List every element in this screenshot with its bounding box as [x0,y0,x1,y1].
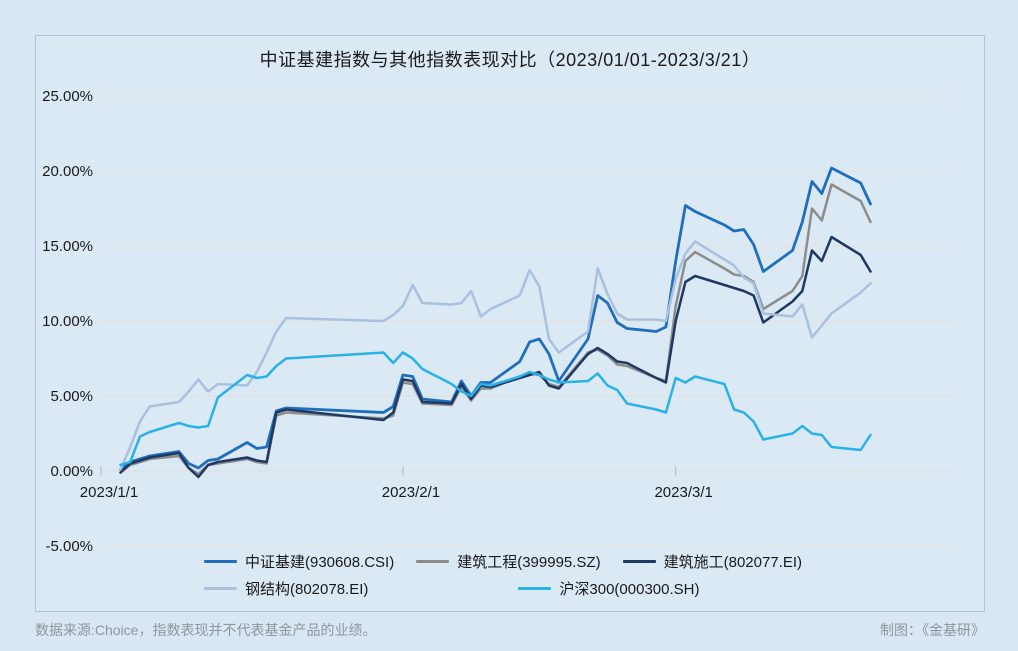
footer: 数据来源:Choice，指数表现并不代表基金产品的业绩。 制图：《金基研》 [35,620,985,640]
legend-item: 中证基建(930608.CSI) [204,551,394,572]
legend-row: 中证基建(930608.CSI) 建筑工程(399995.SZ) 建筑施工(8020… [204,548,964,575]
legend-swatch [416,560,450,563]
legend-swatch [518,587,552,590]
y-tick-label: 25.00% [42,88,93,105]
credit-note: 制图：《金基研》 [880,622,985,638]
legend: 中证基建(930608.CSI) 建筑工程(399995.SZ) 建筑施工(8020… [204,548,964,602]
x-tick-label: 2023/3/1 [654,484,712,501]
legend-item: 钢结构(802078.EI) [204,578,368,599]
x-tick-label: 2023/1/1 [80,484,138,501]
y-tick-label: 15.00% [42,238,93,255]
legend-label: 建筑工程(399995.SZ) [457,554,601,571]
series-line-0 [119,166,872,471]
y-tick-label: -5.00% [45,538,93,555]
legend-label: 钢结构(802078.EI) [245,581,369,598]
legend-swatch [204,587,237,590]
legend-label: 中证基建(930608.CSI) [245,554,395,571]
chart-panel: 中证基建指数与其他指数表现对比（2023/01/01-2023/3/21） 25… [35,35,985,612]
legend-item: 沪深300(000300.SH) [518,578,699,599]
legend-swatch [622,560,656,563]
chart-title: 中证基建指数与其他指数表现对比（2023/01/01-2023/3/21） [259,50,761,70]
series-line-4 [119,351,872,467]
data-source-note: 数据来源:Choice，指数表现并不代表基金产品的业绩。 [35,622,377,638]
legend-swatch [204,560,237,563]
y-tick-label: 10.00% [42,313,93,330]
legend-item: 建筑工程(399995.SZ) [416,551,601,572]
line-chart: 25.00% 20.00% 15.00% 10.00% 5.00% 0.00% -5.00%… [42,88,952,555]
series-line-2 [119,235,872,479]
legend-item: 建筑施工(802077.EI) [622,551,802,572]
series-line-3 [119,240,872,471]
legend-label: 沪深300(000300.SH) [559,581,700,598]
x-tick-label: 2023/2/1 [382,484,440,501]
y-tick-label: 20.00% [42,163,93,180]
y-tick-label: 5.00% [50,388,93,405]
y-tick-label: 0.00% [50,463,93,480]
legend-row: 钢结构(802078.EI) 沪深300(000300.SH) [204,575,964,602]
series-line-1 [119,183,872,476]
legend-label: 建筑施工(802077.EI) [663,554,802,571]
